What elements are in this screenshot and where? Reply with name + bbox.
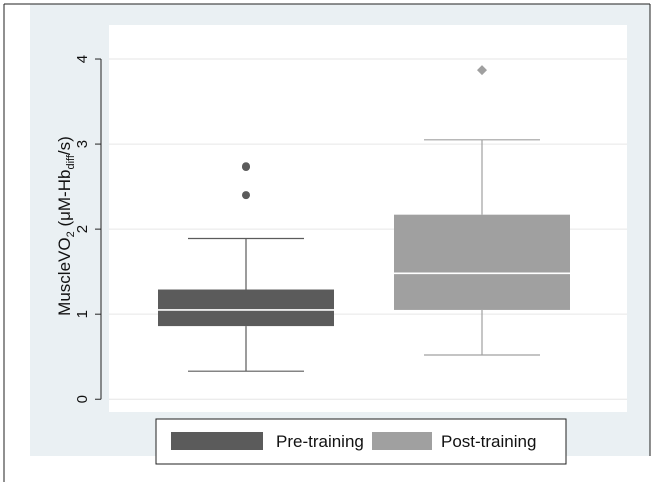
outlier-point	[477, 65, 487, 76]
legend: Pre-training Post-training	[155, 418, 567, 465]
y-tick-label: 1	[74, 310, 91, 318]
y-axis-label-mid: (μM-Hb	[55, 170, 74, 232]
legend-swatch-post-training	[372, 432, 432, 450]
y-tick-label: 2	[74, 225, 91, 233]
y-axis-label: MuscleVO2 (μM-Hbdiff/s)	[55, 136, 77, 316]
box-iqr	[394, 214, 570, 310]
box-iqr	[158, 289, 334, 327]
legend-label-pre-training: Pre-training	[276, 432, 364, 451]
y-tick-label: 0	[74, 395, 91, 403]
y-tick-label: 4	[74, 55, 91, 63]
y-axis-label-sub2: 2	[65, 231, 77, 237]
outlier-point	[242, 191, 250, 200]
box-post-training	[394, 65, 570, 356]
y-axis-label-main: MuscleVO	[55, 237, 74, 315]
outlier-point	[242, 162, 250, 171]
y-axis-label-sub: diff	[65, 154, 77, 169]
legend-label-post-training: Post-training	[441, 432, 536, 451]
legend-swatch-pre-training	[171, 432, 263, 450]
boxes	[158, 65, 570, 372]
y-axis-label-end: /s)	[55, 136, 74, 155]
y-axis: 0 1 2 3 4	[74, 55, 102, 403]
box-pre-training	[158, 162, 334, 372]
y-tick-label: 3	[74, 140, 91, 148]
